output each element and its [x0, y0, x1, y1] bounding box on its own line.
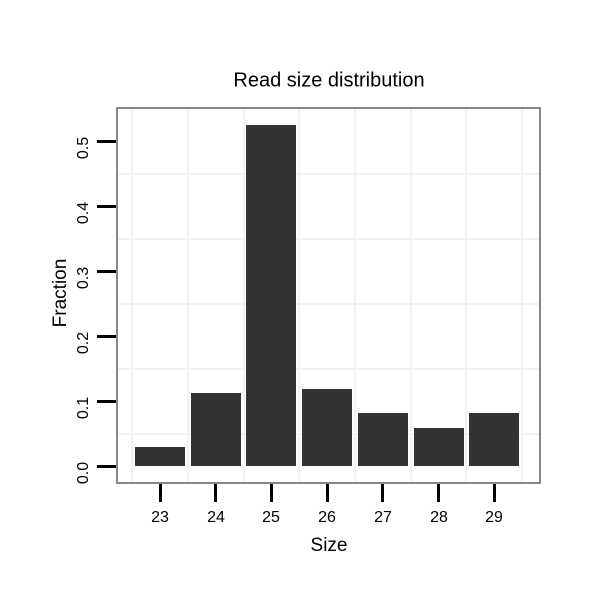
y-tick — [97, 335, 116, 338]
v-gridline — [131, 109, 133, 482]
x-tick-label: 24 — [207, 509, 225, 526]
y-tick — [97, 270, 116, 273]
v-gridline — [243, 109, 245, 482]
x-tick — [493, 484, 496, 502]
x-tick-label: 25 — [262, 509, 280, 526]
h-gridline — [118, 368, 539, 370]
y-tick-label: 0.4 — [75, 201, 92, 225]
chart-title: Read size distribution — [233, 69, 425, 92]
y-tick-label: 0.3 — [75, 266, 92, 290]
bar — [302, 389, 352, 466]
bar — [358, 413, 408, 466]
v-gridline — [298, 109, 300, 482]
v-gridline — [187, 109, 189, 482]
x-tick — [381, 484, 384, 502]
y-tick-label: 0.1 — [75, 396, 92, 420]
v-gridline — [521, 109, 523, 482]
x-tick-label: 23 — [151, 509, 169, 526]
y-tick — [97, 465, 116, 468]
x-tick-label: 27 — [374, 509, 392, 526]
h-gridline — [118, 238, 539, 240]
y-tick-label: 0.5 — [75, 136, 92, 160]
bar — [246, 125, 296, 466]
x-tick-label: 29 — [485, 509, 503, 526]
bar — [191, 393, 241, 466]
x-tick — [270, 484, 273, 502]
y-tick — [97, 400, 116, 403]
bar — [414, 428, 464, 466]
x-tick — [214, 484, 217, 502]
x-axis-title: Size — [310, 535, 348, 556]
plot-panel — [116, 107, 541, 484]
x-tick-label: 28 — [430, 509, 448, 526]
h-gridline — [118, 303, 539, 305]
x-tick — [437, 484, 440, 502]
x-tick-label: 26 — [318, 509, 336, 526]
x-tick — [159, 484, 162, 502]
y-tick — [97, 140, 116, 143]
y-tick-label: 0.2 — [75, 331, 92, 355]
x-tick — [326, 484, 329, 502]
v-gridline — [465, 109, 467, 482]
y-tick-label: 0.0 — [75, 461, 92, 485]
bar — [135, 447, 185, 466]
h-gridline — [118, 173, 539, 175]
y-tick — [97, 205, 116, 208]
v-gridline — [410, 109, 412, 482]
y-axis-title: Fraction — [50, 258, 71, 328]
bar — [469, 413, 519, 466]
v-gridline — [354, 109, 356, 482]
